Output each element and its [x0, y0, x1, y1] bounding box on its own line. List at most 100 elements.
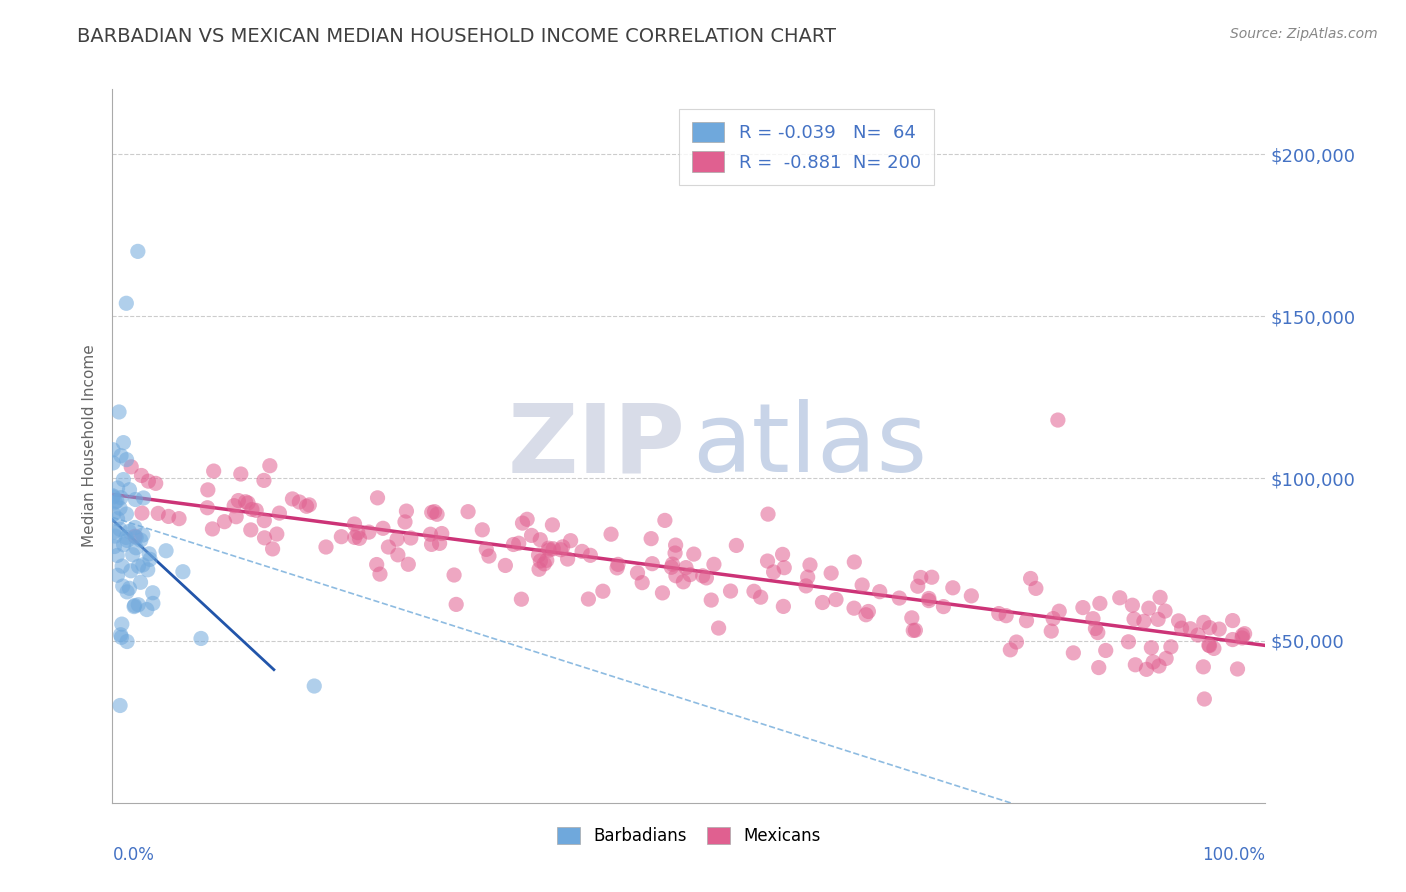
- Point: [419, 527, 441, 541]
- Point: [1187, 628, 1209, 642]
- Point: [1108, 591, 1130, 605]
- Point: [142, 586, 165, 600]
- Point: [1198, 638, 1220, 652]
- Point: [682, 547, 704, 561]
- Point: [720, 584, 742, 599]
- Point: [475, 542, 498, 557]
- Point: [245, 503, 267, 517]
- Point: [607, 558, 630, 572]
- Point: [202, 464, 225, 478]
- Point: [118, 582, 141, 596]
- Point: [201, 522, 224, 536]
- Point: [707, 621, 730, 635]
- Point: [108, 405, 131, 419]
- Point: [131, 506, 153, 520]
- Point: [1147, 659, 1170, 673]
- Point: [142, 596, 165, 610]
- Point: [112, 473, 135, 487]
- Point: [665, 568, 688, 582]
- Point: [371, 521, 394, 535]
- Point: [157, 509, 180, 524]
- Point: [101, 442, 124, 457]
- Point: [127, 244, 149, 259]
- Point: [1149, 591, 1171, 605]
- Point: [229, 467, 252, 481]
- Point: [796, 570, 818, 584]
- Point: [1062, 646, 1084, 660]
- Point: [1154, 604, 1177, 618]
- Point: [124, 529, 146, 543]
- Point: [1081, 612, 1104, 626]
- Point: [844, 555, 866, 569]
- Point: [1226, 662, 1249, 676]
- Point: [315, 540, 337, 554]
- Text: ZIP: ZIP: [508, 400, 686, 492]
- Point: [426, 508, 449, 522]
- Point: [236, 496, 259, 510]
- Point: [105, 549, 128, 563]
- Point: [1000, 643, 1022, 657]
- Point: [115, 533, 138, 548]
- Point: [1222, 614, 1244, 628]
- Point: [224, 499, 246, 513]
- Point: [910, 570, 932, 584]
- Point: [197, 500, 219, 515]
- Point: [1025, 582, 1047, 596]
- Point: [858, 605, 880, 619]
- Point: [394, 515, 416, 529]
- Point: [138, 547, 160, 561]
- Point: [115, 507, 138, 521]
- Point: [536, 553, 558, 567]
- Point: [111, 559, 134, 574]
- Point: [1198, 621, 1220, 635]
- Point: [921, 570, 943, 584]
- Point: [105, 494, 128, 508]
- Point: [288, 495, 311, 509]
- Point: [395, 504, 418, 518]
- Point: [253, 514, 276, 528]
- Point: [420, 505, 443, 519]
- Point: [259, 458, 281, 473]
- Point: [1123, 612, 1146, 626]
- Point: [1121, 599, 1143, 613]
- Point: [125, 530, 148, 544]
- Point: [700, 593, 723, 607]
- Point: [679, 567, 702, 582]
- Point: [995, 608, 1018, 623]
- Point: [1019, 572, 1042, 586]
- Point: [987, 607, 1010, 621]
- Point: [145, 476, 167, 491]
- Point: [772, 599, 794, 614]
- Point: [107, 512, 129, 526]
- Text: atlas: atlas: [692, 400, 928, 492]
- Point: [1170, 621, 1192, 635]
- Point: [367, 491, 389, 505]
- Point: [423, 505, 446, 519]
- Point: [550, 542, 572, 557]
- Point: [115, 531, 138, 545]
- Point: [904, 624, 927, 638]
- Point: [330, 530, 353, 544]
- Point: [443, 568, 465, 582]
- Point: [1232, 628, 1254, 642]
- Point: [197, 483, 219, 497]
- Point: [103, 540, 125, 554]
- Point: [132, 528, 155, 542]
- Point: [1233, 626, 1256, 640]
- Point: [120, 459, 142, 474]
- Point: [560, 533, 582, 548]
- Point: [520, 528, 543, 542]
- Point: [903, 624, 925, 638]
- Point: [631, 575, 654, 590]
- Point: [115, 452, 138, 467]
- Point: [1198, 639, 1220, 653]
- Point: [1137, 601, 1160, 615]
- Point: [429, 536, 451, 550]
- Point: [112, 435, 135, 450]
- Point: [529, 554, 551, 568]
- Point: [527, 548, 550, 562]
- Point: [1192, 660, 1215, 674]
- Y-axis label: Median Household Income: Median Household Income: [82, 344, 97, 548]
- Point: [661, 557, 683, 571]
- Point: [125, 541, 148, 555]
